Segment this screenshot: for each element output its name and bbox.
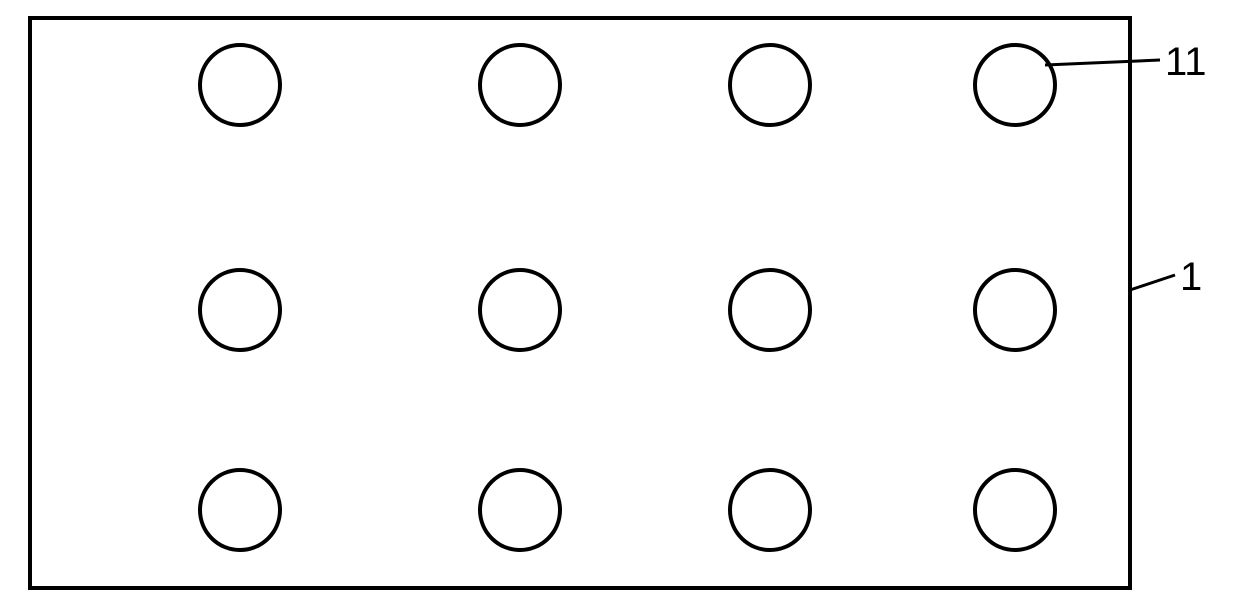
label-1: 1: [1180, 255, 1202, 300]
hole-circle: [975, 45, 1055, 125]
hole-circle: [975, 270, 1055, 350]
hole-circle: [200, 270, 280, 350]
hole-circle: [480, 470, 560, 550]
hole-circle: [730, 45, 810, 125]
hole-circle: [480, 45, 560, 125]
outer-rectangle: [30, 18, 1130, 588]
leader-line: [1130, 275, 1175, 290]
hole-circle: [730, 470, 810, 550]
hole-circle: [200, 470, 280, 550]
hole-circle: [200, 45, 280, 125]
hole-circle: [730, 270, 810, 350]
hole-circle: [480, 270, 560, 350]
hole-circle: [975, 470, 1055, 550]
leader-line: [1045, 60, 1160, 65]
diagram-canvas: [0, 0, 1240, 602]
label-11: 11: [1165, 40, 1207, 85]
